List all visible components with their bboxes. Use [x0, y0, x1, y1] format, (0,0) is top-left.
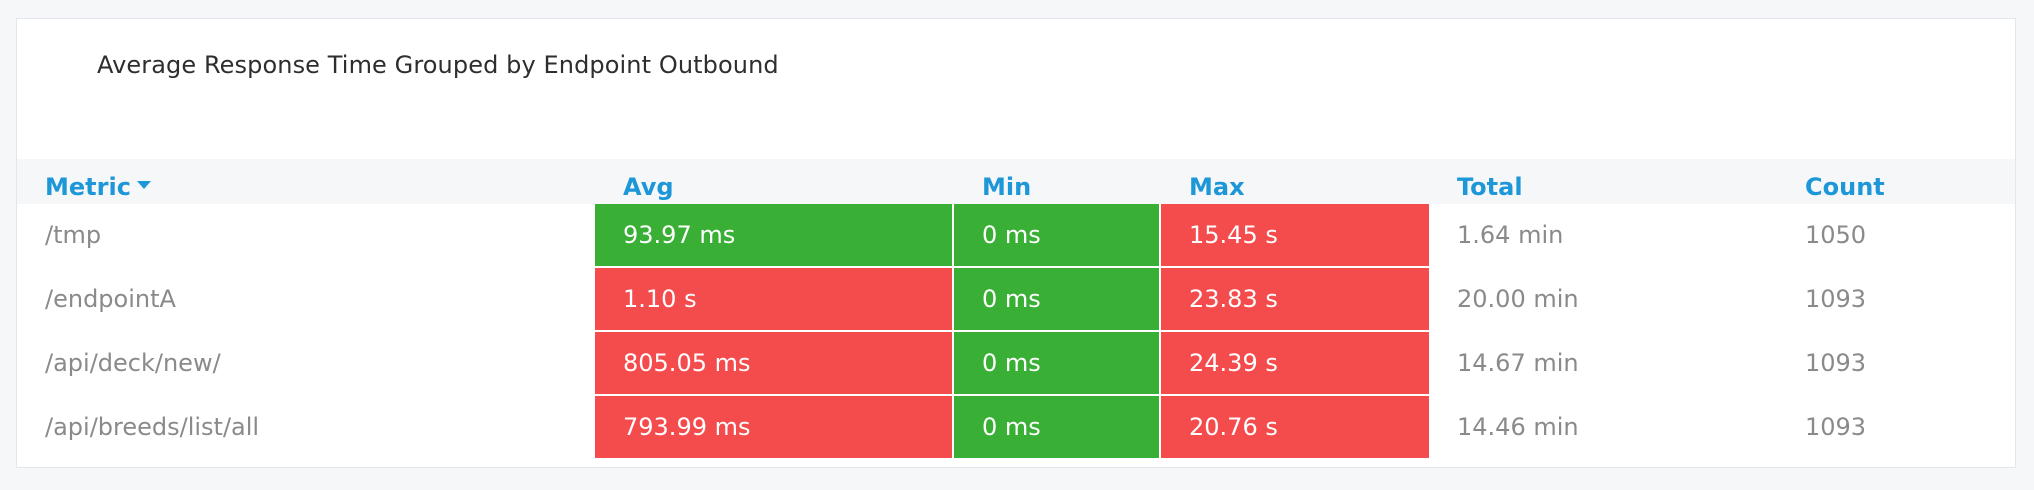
column-header-min[interactable]: Min	[982, 173, 1032, 201]
count-cell: 1050	[1805, 221, 1867, 249]
column-header-total[interactable]: Total	[1457, 173, 1523, 201]
table-header: Metric Avg Min Max Total Count	[17, 159, 2015, 204]
column-header-metric-label: Metric	[45, 173, 131, 201]
min-cell: 0 ms	[954, 396, 1159, 458]
total-cell: 20.00 min	[1457, 285, 1579, 313]
metric-cell: /endpointA	[45, 285, 176, 313]
response-time-panel: Average Response Time Grouped by Endpoin…	[16, 18, 2016, 468]
column-header-avg[interactable]: Avg	[623, 173, 674, 201]
metric-cell: /api/breeds/list/all	[45, 413, 260, 441]
column-header-metric[interactable]: Metric	[45, 159, 151, 204]
max-cell: 20.76 s	[1161, 396, 1429, 458]
table-row: /tmp 93.97 ms 0 ms 15.45 s 1.64 min 1050	[17, 204, 2015, 268]
metric-cell: /tmp	[45, 221, 102, 249]
table-body: /tmp 93.97 ms 0 ms 15.45 s 1.64 min 1050…	[17, 204, 2015, 460]
column-header-count[interactable]: Count	[1805, 173, 1885, 201]
table-row: /api/deck/new/ 805.05 ms 0 ms 24.39 s 14…	[17, 332, 2015, 396]
max-cell: 23.83 s	[1161, 268, 1429, 330]
avg-cell: 805.05 ms	[595, 332, 952, 394]
metric-cell: /api/deck/new/	[45, 349, 221, 377]
avg-cell: 793.99 ms	[595, 396, 952, 458]
min-cell: 0 ms	[954, 332, 1159, 394]
max-cell: 15.45 s	[1161, 204, 1429, 266]
min-cell: 0 ms	[954, 204, 1159, 266]
caret-down-icon[interactable]	[136, 181, 151, 189]
total-cell: 1.64 min	[1457, 221, 1564, 249]
max-cell: 24.39 s	[1161, 332, 1429, 394]
min-cell: 0 ms	[954, 268, 1159, 330]
table-row: /endpointA 1.10 s 0 ms 23.83 s 20.00 min…	[17, 268, 2015, 332]
table-row: /api/breeds/list/all 793.99 ms 0 ms 20.7…	[17, 396, 2015, 460]
metrics-table: Metric Avg Min Max Total Count /tmp 93.9…	[17, 159, 2015, 460]
avg-cell: 1.10 s	[595, 268, 952, 330]
avg-cell: 93.97 ms	[595, 204, 952, 266]
count-cell: 1093	[1805, 285, 1867, 313]
total-cell: 14.46 min	[1457, 413, 1579, 441]
column-header-max[interactable]: Max	[1189, 173, 1245, 201]
count-cell: 1093	[1805, 413, 1867, 441]
panel-title: Average Response Time Grouped by Endpoin…	[97, 51, 779, 79]
count-cell: 1093	[1805, 349, 1867, 377]
total-cell: 14.67 min	[1457, 349, 1579, 377]
